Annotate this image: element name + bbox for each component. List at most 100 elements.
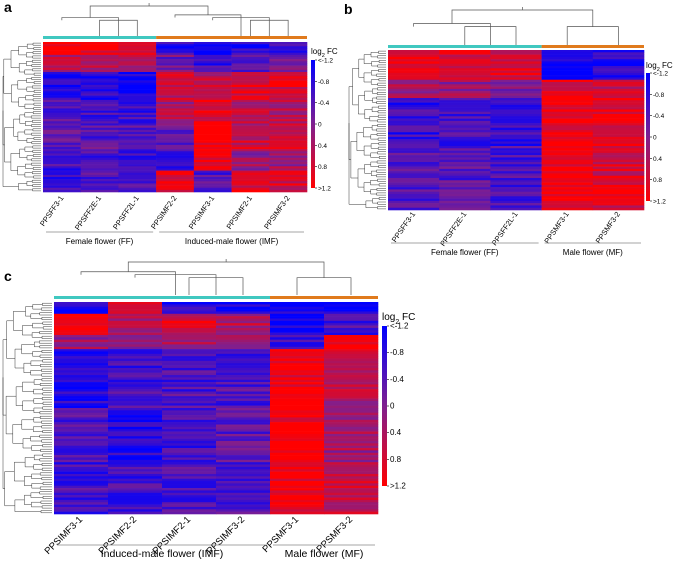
heatmap-cell xyxy=(193,119,232,122)
heatmap-cell xyxy=(108,440,163,444)
heatmap-cell xyxy=(388,93,440,97)
heatmap-cell xyxy=(269,151,308,154)
heatmap-cell xyxy=(193,142,232,146)
heatmap-cell xyxy=(592,132,645,135)
heatmap-cell xyxy=(270,342,325,345)
heatmap-cell xyxy=(490,54,542,58)
heatmap-cell xyxy=(541,72,594,76)
heatmap-cell xyxy=(324,408,379,411)
heatmap-cell xyxy=(541,104,594,108)
heatmap-cell xyxy=(162,485,217,489)
heatmap-cell xyxy=(388,102,440,106)
heatmap-cell xyxy=(592,109,645,113)
column-dendrogram-b xyxy=(413,7,619,45)
row-dendrogram-link xyxy=(371,170,377,176)
row-dendrogram-link xyxy=(33,454,43,461)
heatmap-cell xyxy=(162,375,217,378)
heatmap-cell xyxy=(490,116,542,119)
heatmap-cell xyxy=(270,379,325,383)
heatmap-cell xyxy=(54,405,109,409)
heatmap-cell xyxy=(108,483,163,487)
heatmap-cell xyxy=(43,121,82,124)
heatmap-cell xyxy=(439,95,491,99)
row-dendrogram-link xyxy=(39,383,52,386)
heatmap-cell xyxy=(162,342,217,345)
heatmap-cell xyxy=(388,116,440,119)
heatmap-cell xyxy=(108,302,163,305)
row-dendrogram-link xyxy=(32,149,41,153)
heatmap-cell xyxy=(216,339,271,343)
heatmap-cell xyxy=(162,492,217,496)
heatmap-cell xyxy=(231,185,270,189)
heatmap-cell xyxy=(270,358,325,362)
heatmap-cell xyxy=(43,129,82,133)
heatmap-cell xyxy=(324,509,379,512)
row-dendrogram-link xyxy=(14,499,41,512)
row-dendrogram-link xyxy=(32,304,43,310)
row-dendrogram-link xyxy=(365,200,378,208)
heatmap-cell xyxy=(592,93,645,97)
heatmap-cell xyxy=(108,419,163,423)
heatmap-cell xyxy=(54,462,109,465)
heatmap-cell xyxy=(156,153,195,156)
heatmap-cell xyxy=(108,497,163,501)
heatmap-cell xyxy=(216,490,271,494)
heatmap-cell xyxy=(54,346,109,350)
dendrogram-link xyxy=(174,14,242,36)
heatmap-cell xyxy=(54,440,109,444)
heatmap-cell xyxy=(592,111,645,115)
heatmap-cell xyxy=(388,148,440,151)
heatmap-cell xyxy=(118,121,157,124)
heatmap-cell xyxy=(270,410,325,414)
row-dendrogram-link xyxy=(377,64,386,68)
heatmap-cell xyxy=(80,84,119,88)
heatmap-cell xyxy=(156,136,195,139)
row-dendrogram-link xyxy=(371,70,379,76)
heatmap-cell xyxy=(216,365,271,369)
heatmap-cell xyxy=(43,144,82,148)
heatmap-cell xyxy=(270,344,325,348)
heatmap-cell xyxy=(193,57,232,60)
heatmap-cell xyxy=(108,396,163,399)
heatmap-cell xyxy=(541,205,594,209)
heatmap-cell xyxy=(108,464,163,468)
heatmap-cell xyxy=(80,129,119,133)
heatmap-cell xyxy=(162,452,217,456)
heatmap-cell xyxy=(118,149,157,152)
heatmap-cell xyxy=(270,370,325,373)
heatmap-cell xyxy=(162,419,217,423)
heatmap-cell xyxy=(156,67,195,71)
heatmap-cell xyxy=(270,459,325,463)
heatmap-cell xyxy=(490,143,542,147)
heatmap-cell xyxy=(156,121,195,124)
heatmap-cell xyxy=(216,337,271,340)
heatmap-cell xyxy=(80,97,119,101)
row-dendrogram-link xyxy=(32,51,41,55)
heatmap-cell xyxy=(270,422,325,425)
row-dendrogram-link xyxy=(14,461,26,482)
heatmap-cell xyxy=(269,136,308,139)
heatmap-cell xyxy=(231,177,270,180)
heatmap-cell xyxy=(118,127,157,131)
heatmap-cell xyxy=(162,497,217,501)
heatmap-cell xyxy=(269,59,308,62)
heatmap-cell xyxy=(108,403,163,406)
heatmap-cell xyxy=(54,337,109,340)
row-dendrogram-link xyxy=(370,161,379,167)
heatmap-cell xyxy=(43,174,82,178)
heatmap-cell xyxy=(270,433,325,437)
heatmap-cell xyxy=(216,325,271,329)
row-dendrogram-link xyxy=(2,110,19,187)
heatmap-cell xyxy=(541,102,594,106)
heatmap-cell xyxy=(108,316,163,319)
dendrogram-link xyxy=(451,9,594,27)
heatmap-cell xyxy=(231,162,270,165)
heatmap-cell xyxy=(541,155,594,158)
heatmap-cell xyxy=(162,502,217,505)
heatmap-cell xyxy=(118,153,157,156)
heatmap-cell xyxy=(43,61,82,64)
heatmap-cell xyxy=(324,360,379,364)
heatmap-cell xyxy=(80,183,119,186)
heatmap-cell xyxy=(216,304,271,308)
heatmap-cell xyxy=(43,132,82,135)
